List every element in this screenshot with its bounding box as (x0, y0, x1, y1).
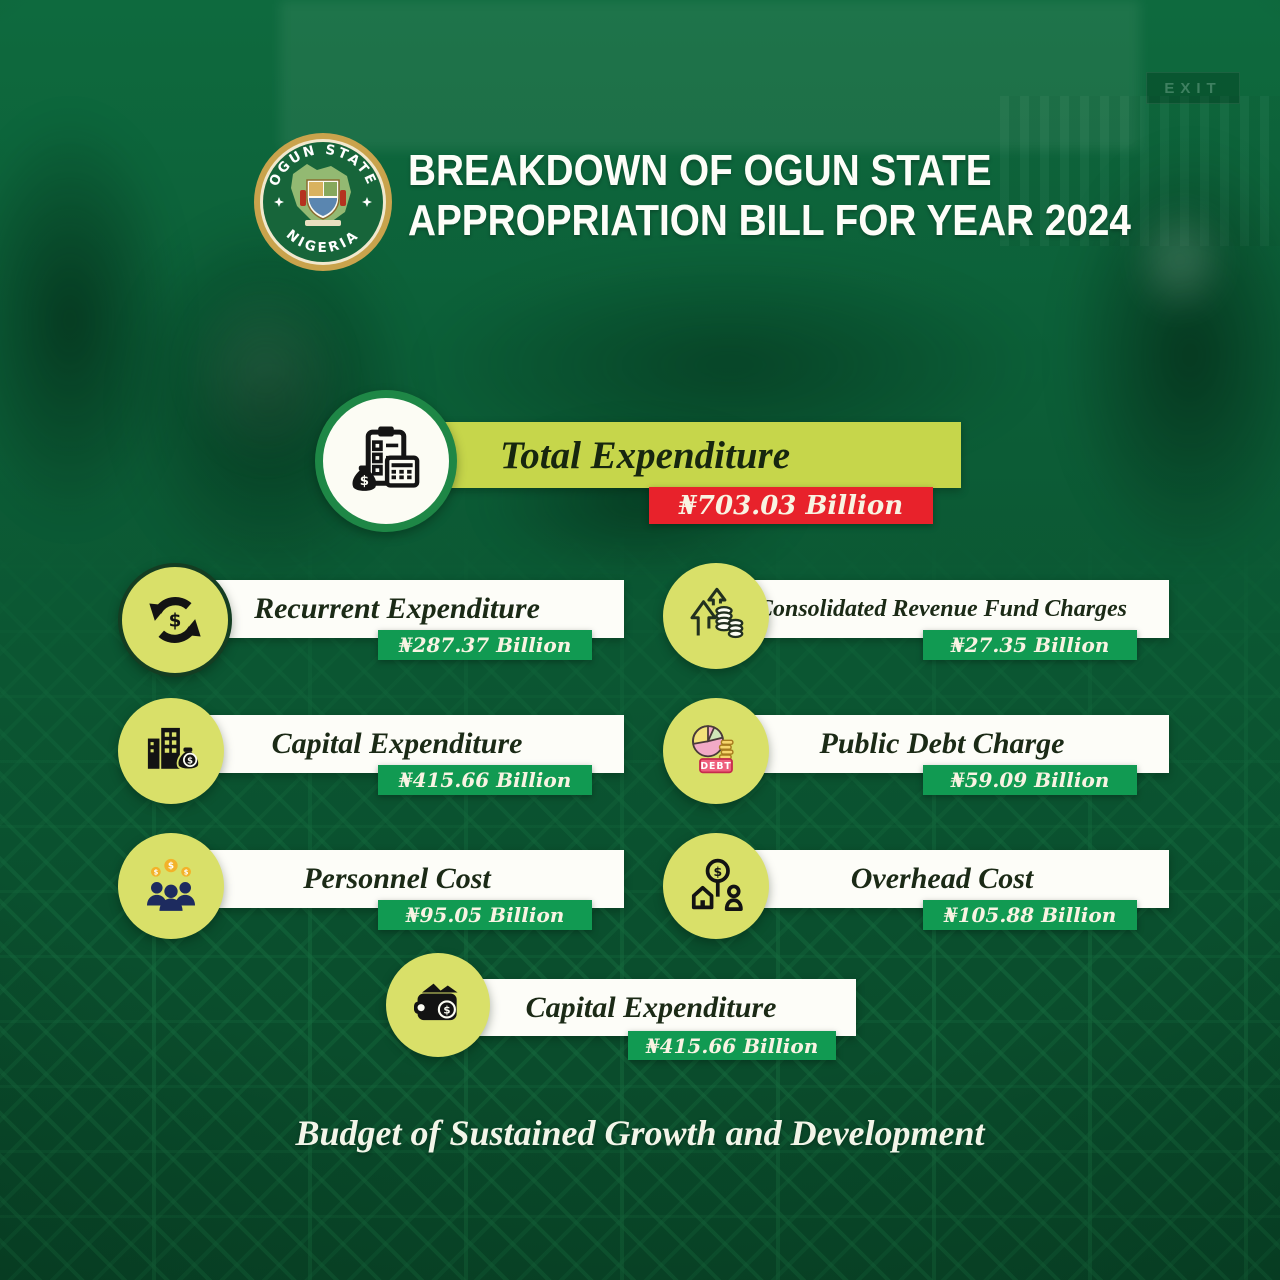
item-value-badge: ₦95.05 Billion (378, 900, 592, 930)
svg-text:$: $ (187, 755, 193, 765)
item-bar: Capital Expenditure (170, 715, 624, 773)
item-value-badge: ₦415.66 Billion (378, 765, 592, 795)
total-expenditure-item: Total Expenditure $ (315, 390, 963, 538)
item-label: Personnel Cost (303, 862, 491, 895)
debt-pie-chart-icon: DEBT (663, 698, 769, 804)
total-expenditure-value-badge: ₦703.03 Billion (649, 487, 933, 524)
total-expenditure-value: ₦703.03 Billion (678, 490, 904, 521)
item-value: ₦415.66 Billion (398, 768, 572, 792)
item-label: Consolidated Revenue Fund Charges (756, 595, 1128, 622)
item-bar: Consolidated Revenue Fund Charges (715, 580, 1169, 638)
svg-text:$: $ (184, 868, 189, 876)
total-expenditure-label: Total Expenditure (499, 433, 791, 477)
budget-item-personnel-cost: Personnel Cost $ $ $ ₦95.05 Billion (118, 833, 678, 953)
svg-text:$: $ (154, 868, 159, 876)
buildings-moneybag-icon: $ (118, 698, 224, 804)
item-label: Public Debt Charge (819, 727, 1065, 760)
people-coins-icon: $ $ $ (118, 833, 224, 939)
item-value: ₦415.66 Billion (645, 1033, 819, 1058)
item-value: ₦287.37 Billion (398, 633, 572, 657)
item-value-badge: ₦415.66 Billion (628, 1031, 836, 1060)
item-label: Capital Expenditure (525, 990, 777, 1024)
item-bar: Public Debt Charge (715, 715, 1169, 773)
budget-item-capital-expenditure-bottom: Capital Expenditure $ ₦415.66 Billion (386, 953, 864, 1065)
svg-text:$: $ (168, 862, 174, 872)
item-value: ₦95.05 Billion (405, 903, 565, 927)
rising-arrows-coins-icon (663, 563, 769, 669)
svg-text:$: $ (169, 610, 182, 631)
budget-item-overhead-cost: Overhead Cost $ ₦105.88 Billion (663, 833, 1223, 953)
svg-text:$: $ (443, 1005, 450, 1016)
budget-tagline: Budget of Sustained Growth and Developme… (295, 1113, 985, 1153)
budget-item-capital-expenditure: Capital Expenditure $ ₦415.66 Billion (118, 698, 678, 818)
page-title: BREAKDOWN OF OGUN STATE APPROPRIATION BI… (408, 146, 1131, 246)
item-label: Recurrent Expenditure (254, 592, 540, 625)
item-value-badge: ₦27.35 Billion (923, 630, 1137, 660)
item-label: Capital Expenditure (271, 727, 523, 760)
clipboard-calculator-moneybag-icon: $ (315, 390, 457, 532)
title-line-1: BREAKDOWN OF OGUN STATE (408, 146, 992, 195)
title-line-2: APPROPRIATION BILL FOR YEAR 2024 (408, 196, 1131, 246)
item-value: ₦59.09 Billion (950, 768, 1110, 792)
ogun-state-seal-graphic: OGUN STATE NIGERIA (254, 133, 392, 271)
svg-text:$: $ (713, 864, 722, 879)
item-bar: Capital Expenditure (446, 979, 856, 1036)
item-value-badge: ₦287.37 Billion (378, 630, 592, 660)
item-value-badge: ₦105.88 Billion (923, 900, 1137, 930)
item-value: ₦27.35 Billion (950, 633, 1110, 657)
footer: Budget of Sustained Growth and Developme… (0, 1112, 1280, 1154)
item-bar: Personnel Cost (170, 850, 624, 908)
budget-item-recurrent-expenditure: Recurrent Expenditure $ ₦287.37 Billion (118, 563, 678, 683)
recurring-dollar-icon: $ (118, 563, 232, 677)
wallet-dollar-icon: $ (386, 953, 490, 1057)
dollar-house-person-icon: $ (663, 833, 769, 939)
budget-item-public-debt-charge: Public Debt Charge DEBT ₦59.09 Billion (663, 698, 1223, 818)
item-label: Overhead Cost (850, 862, 1034, 895)
item-value-badge: ₦59.09 Billion (923, 765, 1137, 795)
budget-item-consolidated-revenue-fund-charges: Consolidated Revenue Fund Charges ₦27.35… (663, 563, 1223, 683)
ogun-state-seal: OGUN STATE NIGERIA (253, 132, 393, 272)
svg-text:$: $ (360, 474, 369, 489)
item-value: ₦105.88 Billion (943, 903, 1117, 927)
item-bar: Overhead Cost (715, 850, 1169, 908)
debt-tag-label: DEBT (700, 761, 731, 772)
